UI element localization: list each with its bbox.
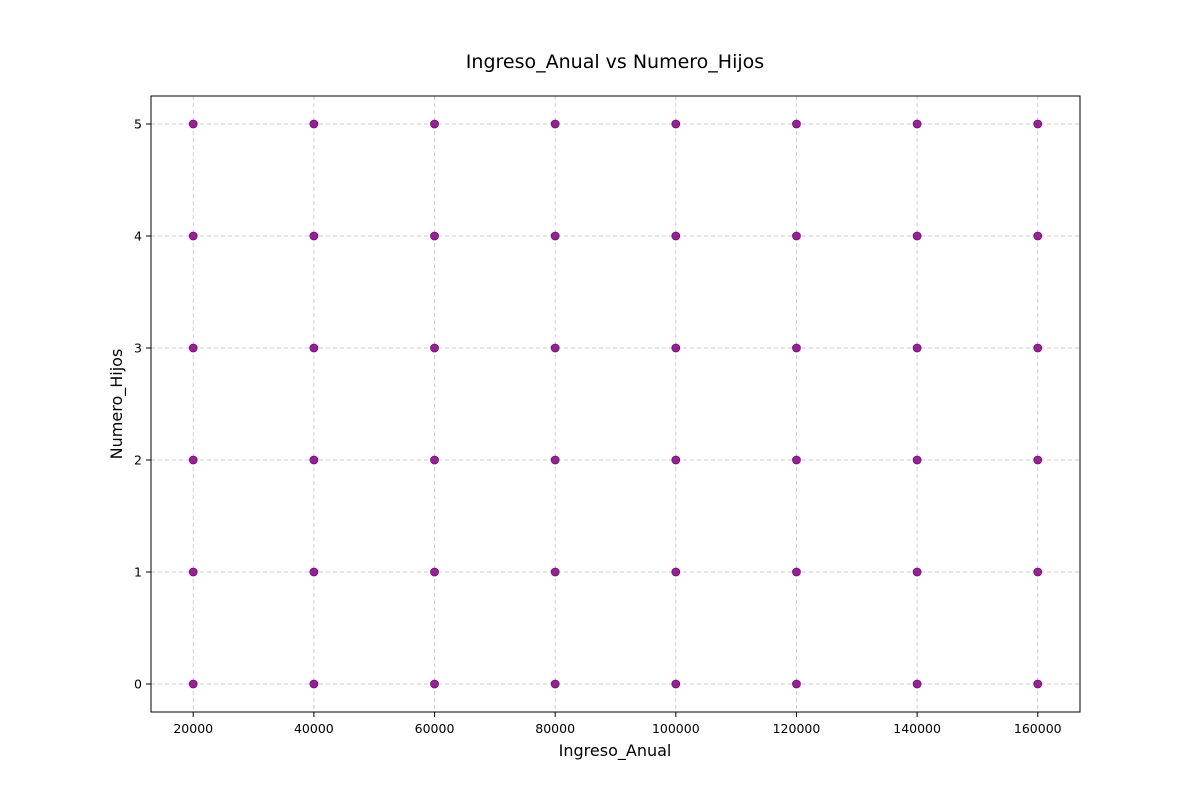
data-point [912,231,922,241]
data-point [430,231,439,241]
data-point [1033,455,1043,465]
data-point [792,455,801,465]
data-point [792,679,801,689]
data-point [912,343,922,353]
data-point [188,455,198,465]
x-tick-label: 120000 [773,721,821,736]
x-tick-label: 160000 [1014,721,1062,736]
x-tick-label: 140000 [893,721,941,736]
data-point [1033,231,1043,241]
data-point [430,567,439,577]
data-point [188,231,198,241]
y-tick-label: 5 [134,117,142,132]
data-point [671,231,681,241]
data-point [671,343,681,353]
x-axis-label: Ingreso_Anual [559,741,672,761]
plot-area-frame [150,95,1081,713]
data-point [671,119,681,129]
data-point [430,679,439,689]
y-tick-label: 2 [134,453,142,468]
data-point [550,679,560,689]
chart-title: Ingreso_Anual vs Numero_Hijos [466,51,764,73]
data-point [550,231,560,241]
data-point [912,455,922,465]
y-axis-label: Numero_Hijos [107,349,127,460]
data-point [550,567,560,577]
data-point [792,567,801,577]
axis-ticks: 20000 40000 60000 80000 100000 120000 140000 16… [134,117,1062,737]
y-tick-label: 4 [134,229,142,244]
data-point [1033,343,1043,353]
x-tick-label: 80000 [535,721,575,736]
x-tick-label: 40000 [294,721,334,736]
data-point [309,567,319,577]
data-point [430,119,439,129]
data-point [1033,567,1043,577]
data-point [671,455,681,465]
data-point [188,679,198,689]
y-tick-label: 3 [134,341,142,356]
data-point [309,343,319,353]
x-tick-label: 60000 [415,721,455,736]
x-tick-label: 100000 [652,721,700,736]
data-point [550,119,560,129]
data-point [309,679,319,689]
grid-lines [151,96,1080,712]
y-tick-label: 0 [134,677,142,692]
data-point [430,455,439,465]
data-point [550,455,560,465]
y-tick-label: 1 [134,565,142,580]
data-point [912,679,922,689]
data-point [1033,679,1043,689]
data-point [188,343,198,353]
data-point [309,455,319,465]
data-point [309,119,319,129]
data-point [912,119,922,129]
data-point [912,567,922,577]
data-point [792,231,801,241]
data-point [188,567,198,577]
data-point [550,343,560,353]
data-point [309,231,319,241]
data-points [188,119,1043,689]
data-point [792,119,801,129]
data-point [671,679,681,689]
data-point [430,343,439,353]
data-point [188,119,198,129]
data-point [792,343,801,353]
x-tick-label: 20000 [173,721,213,736]
data-point [1033,119,1043,129]
data-point [671,567,681,577]
